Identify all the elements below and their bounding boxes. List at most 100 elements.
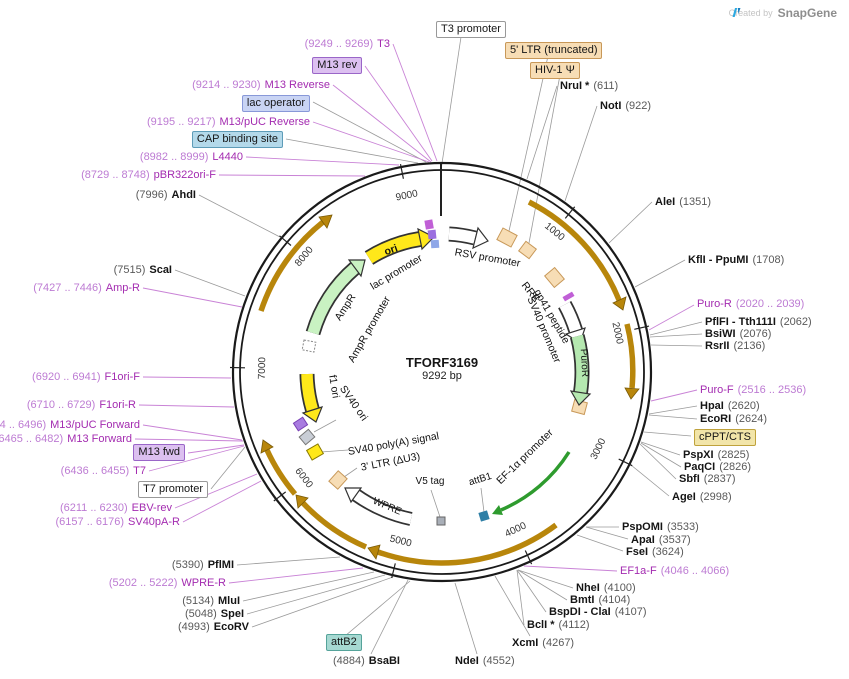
label-M13-rev: M13 rev — [312, 57, 362, 74]
label-pBR322ori-F: (8729 .. 8748) pBR322ori-F — [81, 169, 216, 182]
label-name: pBR322ori-F — [153, 169, 216, 181]
label-coords: (2516 .. 2536) — [737, 384, 807, 396]
label-F1ori-R: (6710 .. 6729) F1ori-R — [27, 399, 136, 412]
label-PaqCI: PaqCI (2826) — [684, 461, 751, 474]
label-name: 5' LTR (truncated) — [510, 44, 598, 56]
label-EcoRI: EcoRI (2624) — [700, 413, 767, 426]
label-Amp-R: (7427 .. 7446) Amp-R — [33, 282, 140, 295]
ltr3-box — [328, 470, 348, 490]
label-PspXI: PspXI (2825) — [683, 449, 749, 462]
label-coords: (6436 .. 6455) — [60, 465, 130, 477]
label-name: Amp-R — [105, 282, 140, 294]
m13-rev-site-box — [427, 229, 437, 240]
tick-label-9000: 9000 — [395, 188, 419, 203]
label-coords: (4100) — [603, 582, 636, 594]
reading-frame-arcs — [258, 199, 636, 566]
label-XcmI: XcmI (4267) — [512, 637, 574, 650]
label-name: PspXI — [683, 449, 714, 461]
label-coords: (2062) — [779, 316, 812, 328]
label-name: M13/pUC Forward — [50, 419, 140, 431]
label-coords: (5390) — [171, 559, 204, 571]
t3-site-box — [424, 219, 434, 230]
label-ApaI: ApaI (3537) — [631, 534, 691, 547]
label-EcoRV: (4993) EcoRV — [178, 621, 249, 634]
label-coords: (2136) — [733, 340, 766, 352]
label-coords: (6920 .. 6941) — [32, 371, 101, 383]
label-coords: (7515) — [113, 264, 146, 276]
label-coords: (1351) — [679, 196, 711, 208]
label-name: BsaBI — [368, 655, 400, 667]
label-cPPT-CTS: cPPT/CTS — [694, 429, 756, 446]
label-name: AhdI — [171, 189, 196, 201]
v5-tag-box — [436, 516, 446, 526]
label-coords: (3624) — [652, 546, 684, 558]
label-name: BspDI - ClaI — [549, 606, 611, 618]
label-coords: (7427 .. 7446) — [33, 282, 102, 294]
rre-box — [543, 266, 566, 289]
label-WPRE-R: (5202 .. 5222) WPRE-R — [109, 577, 226, 590]
label-name: attB2 — [331, 636, 357, 648]
created-by-text: Created by — [728, 8, 773, 18]
label-coords: (8729 .. 8748) — [81, 169, 150, 181]
label-PflFI-Tth111I: PflFI - Tth111I (2062) — [705, 316, 812, 329]
f1-ori-label: f1 ori — [326, 374, 342, 399]
attb1-label: attB1 — [467, 471, 493, 488]
primer-leader-lines — [134, 43, 698, 584]
label-AgeI: AgeI (2998) — [672, 491, 732, 504]
label-coords: (4552) — [482, 655, 515, 667]
label-NheI: NheI (4100) — [576, 582, 636, 595]
label-name: T7 promoter — [143, 483, 203, 495]
ampr-promoter-box — [301, 339, 317, 353]
label-coords: (922) — [625, 100, 652, 112]
label-coords: (2620) — [727, 400, 760, 412]
label-coords: (4046 .. 4066) — [660, 565, 730, 577]
feature-ampr — [305, 259, 366, 336]
label-M13-fwd: M13 fwd — [133, 444, 185, 461]
label-M13-pUC-Forward: (6474 .. 6496)M13/pUC Forward — [0, 419, 140, 432]
label-coords: (6710 .. 6729) — [26, 399, 96, 411]
feature-ef1a-promoter — [492, 451, 571, 515]
label-SpeI: (5048) SpeI — [185, 608, 244, 621]
label-name: M13 fwd — [138, 446, 180, 458]
label-BsaBI: (4884) BsaBI — [333, 655, 400, 668]
sv40-polya-box — [305, 443, 325, 461]
label-name: T3 — [377, 38, 390, 50]
label-name: NheI — [576, 582, 600, 594]
tick-label-2000: 2000 — [609, 321, 625, 346]
label-name: FseI — [626, 546, 649, 558]
label-name: ScaI — [149, 264, 172, 276]
label-coords: (611) — [593, 80, 619, 92]
label-NotI: NotI (922) — [600, 100, 651, 113]
tick-label-4000: 4000 — [503, 520, 528, 540]
label-name: M13/pUC Reverse — [219, 116, 310, 128]
label-T7-promoter: T7 promoter — [138, 481, 208, 498]
label-EF1a-F: EF1a-F (4046 .. 4066) — [620, 565, 729, 578]
snapgene-logo-icon — [732, 8, 741, 17]
lac-operator-site-box — [430, 239, 440, 249]
label-coords: (2076) — [739, 328, 772, 340]
label-coords: (8982 .. 8999) — [139, 151, 209, 163]
tick-label-7000: 7000 — [257, 357, 268, 380]
label-name: SbfI — [679, 473, 700, 485]
label-name: PflFI - Tth111I — [705, 316, 776, 328]
label-attB2: attB2 — [326, 634, 362, 651]
label-name: SpeI — [220, 608, 244, 620]
label-name: T3 promoter — [441, 23, 501, 35]
label-coords: (6211 .. 6230) — [59, 502, 128, 514]
label-coords: (2837) — [703, 473, 736, 485]
label-PspOMI: PspOMI (3533) — [622, 521, 699, 534]
label-name: NruI * — [560, 80, 590, 92]
label-name: NotI — [600, 100, 622, 112]
label-coords: (9195 .. 9217) — [147, 116, 216, 128]
sv40-ori-label: SV40 ori — [337, 383, 370, 423]
label-name: RsrII — [705, 340, 730, 352]
label-coords: (9214 .. 9230) — [192, 79, 261, 91]
label-name: M13 rev — [317, 59, 357, 71]
label-coords: (2624) — [735, 413, 767, 425]
label-5-LTR-truncated: 5' LTR (truncated) — [505, 42, 603, 59]
plasmid-name: TFORF3169 — [405, 355, 479, 370]
label-name: CAP binding site — [196, 133, 278, 145]
label-coords: (5048) — [184, 608, 217, 620]
